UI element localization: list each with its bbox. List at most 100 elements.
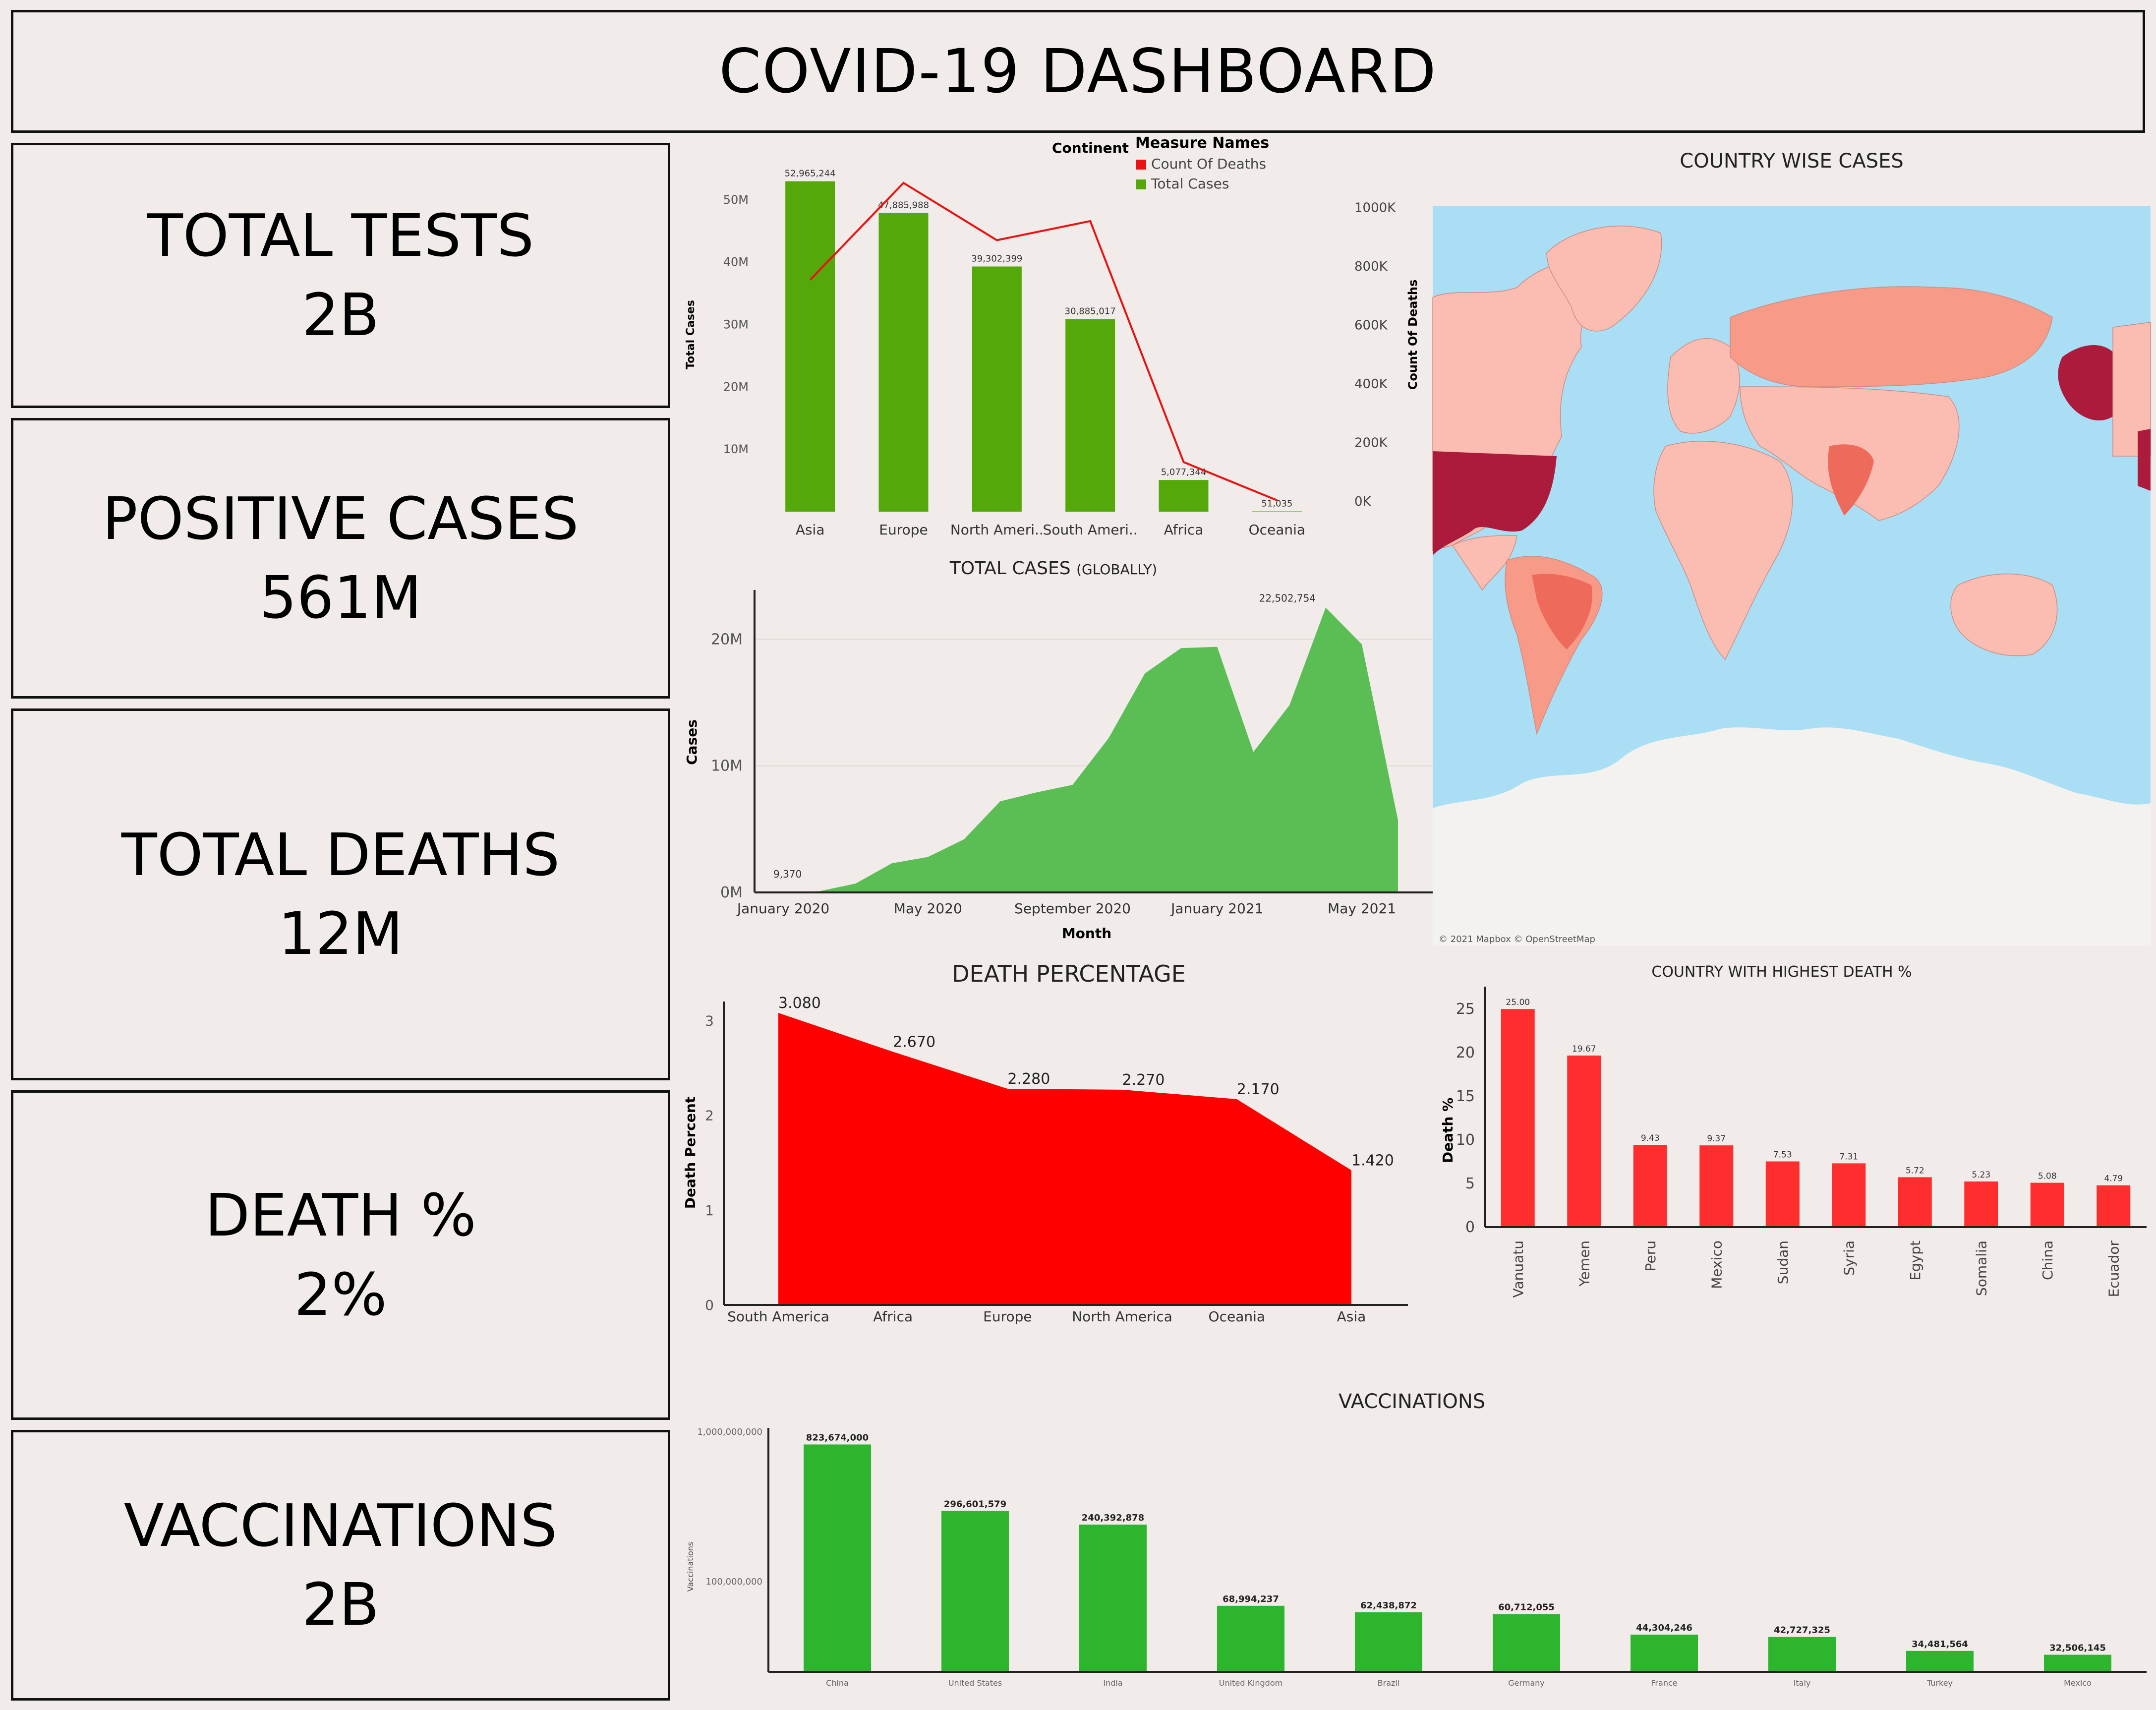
y-tick-label: 25 <box>1456 1001 1475 1018</box>
y-axis-ticks: 100,000,000 1,000,000,000 <box>697 1427 762 1587</box>
map-region-greenland[interactable] <box>1546 226 1662 332</box>
data-label: 240,392,878 <box>1082 1513 1144 1523</box>
data-label: 7.53 <box>1773 1150 1792 1160</box>
y-axis-ticks: 0 1 2 3 <box>705 1012 714 1313</box>
x-tick-label: January 2020 <box>736 900 829 917</box>
bar <box>1768 1637 1836 1672</box>
x-tick-label: France <box>1651 1678 1677 1688</box>
continent-chart[interactable]: Continent Measure Names Count Of Deaths … <box>679 134 1438 545</box>
y-tick-label: 30M <box>723 318 749 332</box>
x-tick-label: Egypt <box>1907 1240 1923 1281</box>
data-label: 25.00 <box>1506 998 1530 1007</box>
x-axis-ticks: China United States India United Kingdom Bra… <box>826 1678 2092 1688</box>
bar <box>1501 1009 1535 1227</box>
y-tick-label: 1 <box>705 1202 714 1219</box>
map-region-africa[interactable] <box>1653 441 1793 660</box>
bar-value-label: 5,077,344 <box>1161 467 1207 477</box>
deaths-series-line <box>809 181 1278 501</box>
x-tick-label: Germany <box>1508 1678 1545 1688</box>
x-tick-label: Europe <box>983 1308 1032 1325</box>
x-tick-label: India <box>1103 1678 1122 1688</box>
legend-swatch-deaths <box>1136 160 1146 170</box>
x-tick-label: Africa <box>873 1308 913 1325</box>
y-tick-label: 20M <box>723 380 749 394</box>
bar <box>1159 480 1209 512</box>
map-region-alaska[interactable] <box>2058 345 2113 421</box>
data-label: 4.79 <box>2104 1174 2123 1184</box>
kpi-vaccinations[interactable]: VACCINATIONS 2B <box>11 1430 670 1701</box>
bar <box>1065 319 1115 512</box>
kpi-label: TOTAL DEATHS <box>121 820 560 889</box>
x-tick-label: January 2021 <box>1170 900 1263 917</box>
map-region-mexico[interactable] <box>1452 535 1517 591</box>
map-region-brazil[interactable] <box>1532 574 1592 649</box>
highest-death-chart[interactable]: COUNTRY WITH HIGHEST DEATH % Death % 0 5 1… <box>1433 952 2151 1339</box>
y-axis-label: Death % <box>1440 1098 1456 1163</box>
x-axis-ticks: Vanuatu Yemen Peru Mexico Sudan Syria Egypt Som… <box>1510 1240 2122 1298</box>
data-label: 2.670 <box>893 1033 935 1051</box>
x-tick-label: Ecuador <box>2105 1240 2122 1297</box>
bar <box>1493 1614 1560 1672</box>
map-region-united-states[interactable] <box>1433 451 1557 555</box>
x-tick-label: United States <box>948 1678 1002 1688</box>
y-tick-label: 10 <box>1456 1131 1475 1149</box>
death-percentage-chart[interactable]: DEATH PERCENTAGE Death Percent 0 1 2 3 Sout… <box>679 957 1438 1344</box>
y-tick-label: 1,000,000,000 <box>697 1427 762 1437</box>
y-tick-label: 20M <box>711 631 743 648</box>
bar <box>878 213 929 512</box>
y-axis-label: Cases <box>684 719 700 765</box>
data-label: 2.270 <box>1122 1071 1165 1089</box>
bar-value-label: 47,885,988 <box>878 200 929 211</box>
bar <box>1252 511 1302 512</box>
kpi-positive-cases[interactable]: POSITIVE CASES 561M <box>11 418 670 699</box>
x-tick-label: South Ameri.. <box>1043 522 1138 538</box>
data-labels: 3.080 2.670 2.280 2.270 2.170 1.420 <box>778 995 1394 1169</box>
map-region-united-states-east[interactable] <box>2138 429 2151 491</box>
map-region-europe[interactable] <box>1667 338 1740 434</box>
bar-value-label: 52,965,244 <box>785 169 836 179</box>
bar <box>1964 1181 1998 1227</box>
data-label: 5.08 <box>2038 1172 2057 1181</box>
y-tick-label: 40M <box>723 255 749 269</box>
x-tick-label: Peru <box>1642 1240 1659 1271</box>
data-label: 32,506,145 <box>2049 1643 2106 1653</box>
y2-axis-label: Count Of Deaths <box>1406 280 1420 390</box>
y-axis-label: Total Cases <box>685 300 697 369</box>
area <box>778 1012 1351 1305</box>
map-region-antarctica[interactable] <box>1433 727 2151 946</box>
bar-value-label: 39,302,399 <box>971 254 1022 264</box>
x-axis-ticks: South America Africa Europe North America Oc… <box>727 1308 1366 1325</box>
x-tick-label: Sudan <box>1775 1240 1791 1284</box>
map-region-australia[interactable] <box>1950 573 2058 656</box>
kpi-value: 2B <box>301 1570 380 1639</box>
data-label: 7.31 <box>1839 1152 1858 1162</box>
map-region-india[interactable] <box>1828 444 1874 516</box>
kpi-total-tests[interactable]: TOTAL TESTS 2B <box>11 143 670 408</box>
legend-swatch-cases <box>1136 179 1146 189</box>
map-title: COUNTRY WISE CASES <box>1680 150 1904 173</box>
deaths-line <box>809 181 1278 501</box>
x-tick-label: Brazil <box>1378 1678 1400 1688</box>
vaccinations-chart[interactable]: VACCINATIONS Vaccinations 100,000,000 1,0… <box>679 1378 2147 1706</box>
kpi-value: 2% <box>294 1260 387 1329</box>
data-label: 44,304,246 <box>1636 1623 1692 1633</box>
annotation-label: 22,502,754 <box>1259 592 1316 604</box>
bar <box>1699 1145 1734 1227</box>
annotation-label: 9,370 <box>773 868 802 880</box>
chart-title: DEATH PERCENTAGE <box>952 960 1186 987</box>
bar <box>1898 1177 1932 1227</box>
map-region-russia[interactable] <box>1730 286 2053 387</box>
kpi-death-percent[interactable]: DEATH % 2% <box>11 1090 670 1420</box>
x-tick-label: China <box>2039 1240 2056 1280</box>
map-credit: © 2021 Mapbox © OpenStreetMap <box>1439 934 1595 944</box>
global-cases-chart[interactable]: TOTAL CASES (GLOBALLY) Cases Month 0M 10M… <box>679 550 1438 947</box>
bar <box>1079 1525 1147 1672</box>
data-label: 60,712,055 <box>1498 1602 1555 1613</box>
kpi-value: 561M <box>259 563 422 632</box>
country-map[interactable]: COUNTRY WISE CASES © 2021 Mapbox © OpenS… <box>1432 139 2151 952</box>
x-tick-label: Mexico <box>1708 1240 1725 1289</box>
y-tick-label: 50M <box>723 193 749 207</box>
x-tick-label: United Kingdom <box>1219 1678 1282 1688</box>
bar <box>941 1511 1009 1672</box>
kpi-total-deaths[interactable]: TOTAL DEATHS 12M <box>11 708 670 1080</box>
